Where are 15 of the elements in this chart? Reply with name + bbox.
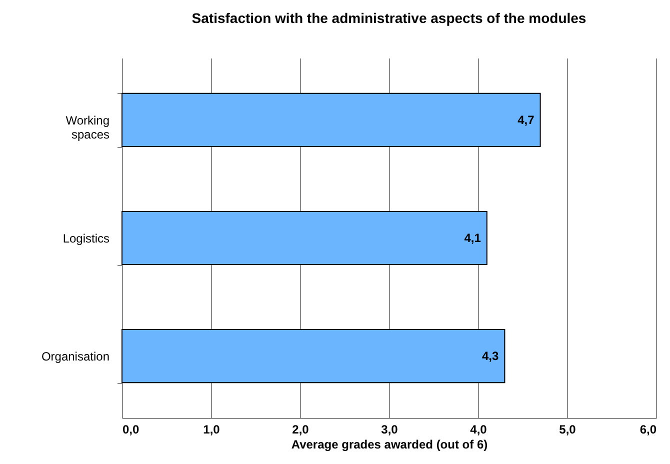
x-tick-label: 0,0 xyxy=(122,422,140,436)
x-tick-label: 2,0 xyxy=(292,422,310,436)
x-tick-label: 5,0 xyxy=(559,422,576,436)
x-tick-label: 3,0 xyxy=(381,422,398,436)
x-tick-label: 1,0 xyxy=(203,422,220,436)
data-label: 4,7 xyxy=(518,112,535,127)
x-tick-label: 6,0 xyxy=(640,422,657,436)
x-axis-title: Average grades awarded (out of 6) xyxy=(291,438,488,452)
data-label: 4,3 xyxy=(482,349,500,364)
y-tick-label: Organisation xyxy=(41,350,110,364)
y-tick-label: Logistics xyxy=(62,232,110,246)
chart-title: Satisfaction with the administrative aspects of the modules xyxy=(192,10,586,26)
data-label: 4,1 xyxy=(464,231,482,245)
y-tick-label: Working spaces xyxy=(66,113,110,142)
x-tick-label: 4,0 xyxy=(470,422,488,436)
